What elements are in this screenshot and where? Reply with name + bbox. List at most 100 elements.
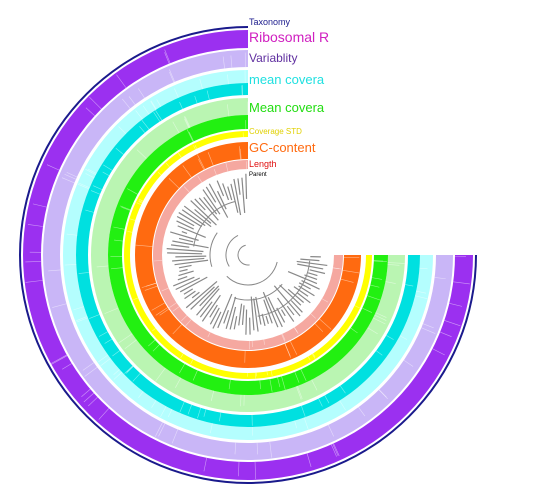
ring-spike (78, 272, 89, 274)
ring-spike (358, 406, 366, 417)
ring-spike (405, 284, 414, 287)
ring-spike (228, 379, 231, 390)
ring-spike (203, 409, 207, 417)
ring-spike (415, 295, 428, 299)
ring-spike (321, 298, 329, 303)
ring-spike (135, 110, 143, 120)
ring-spike (171, 429, 179, 444)
ring-spike (188, 131, 194, 142)
ring-spike (307, 356, 311, 361)
ring-spike (66, 233, 78, 236)
ring-spike (183, 116, 190, 128)
ring-spike (181, 315, 188, 322)
ring-spike (297, 385, 303, 400)
ring-spike (234, 442, 237, 455)
ring-spike (115, 148, 124, 155)
ring-spike (310, 313, 316, 319)
ring-spike (157, 171, 162, 176)
ring-spike (135, 244, 153, 247)
branch (280, 309, 286, 317)
ring-spike (158, 423, 166, 437)
branch (263, 299, 273, 324)
branch (241, 305, 245, 325)
ring-spike (373, 260, 387, 262)
ring-spike (127, 188, 138, 195)
ring-spike (152, 328, 156, 332)
ring-spike (193, 145, 196, 150)
branch-arc (193, 201, 236, 247)
ring-spike (151, 302, 165, 311)
ring-spike (76, 316, 88, 321)
branch (191, 291, 200, 299)
ring-spike (102, 171, 110, 176)
ring-spike (155, 367, 166, 382)
ring-spike (318, 398, 323, 407)
ring-spike (138, 201, 143, 204)
layer-label: Parent (249, 172, 267, 178)
label-panel (248, 16, 334, 181)
ring-spike (210, 390, 215, 402)
branch (273, 285, 301, 317)
ring-spike (62, 363, 72, 370)
ring-spike (219, 412, 222, 422)
ring-spike (342, 270, 360, 274)
ring-spike (376, 350, 383, 356)
ring-spike (403, 359, 414, 367)
branch (190, 200, 217, 226)
tree (166, 173, 328, 335)
branch (293, 286, 309, 297)
ring-spike (122, 98, 131, 109)
layer-label: Length (249, 159, 277, 169)
ring-spike (254, 461, 256, 480)
ring-spike (301, 405, 306, 417)
ring-spike (136, 202, 142, 206)
ring-spike (120, 205, 131, 211)
ring-spike (386, 335, 394, 340)
ring-spike (319, 318, 332, 330)
ring-spike (121, 206, 131, 211)
branch-arc (233, 283, 283, 301)
ring-spike (138, 200, 143, 203)
branch (198, 197, 219, 221)
ring-spike (141, 282, 157, 288)
ring-spike (32, 203, 47, 208)
branch (300, 258, 320, 262)
branch (209, 304, 218, 318)
ring-spike (169, 302, 177, 308)
ring-spike (186, 129, 194, 142)
branch (178, 270, 194, 277)
ring-spike (269, 379, 273, 392)
ring-spike (51, 355, 68, 365)
ring-spike (311, 379, 318, 391)
branch (190, 286, 215, 310)
ring-spike (184, 116, 191, 128)
ring-spike (96, 265, 109, 268)
ring-spike (266, 371, 268, 376)
ring-spike (227, 104, 230, 117)
branch (290, 300, 303, 313)
branch (176, 220, 194, 230)
branch (262, 291, 279, 328)
ring-spike (138, 391, 144, 398)
ring-spike (114, 239, 123, 242)
ring-spike (207, 152, 214, 166)
ring-spike (290, 341, 298, 355)
branch (233, 178, 242, 216)
ring-spike (432, 348, 445, 356)
branch (227, 186, 233, 201)
ring-spike (48, 269, 61, 272)
ring-spike (306, 453, 312, 467)
ring-spike (172, 324, 182, 335)
ring-spike (155, 307, 168, 316)
ring-spike (126, 365, 134, 373)
branch (237, 178, 241, 195)
ring-spike (312, 353, 316, 358)
ring-spike (207, 332, 211, 338)
ring-spike (277, 377, 281, 388)
ring-spike (81, 388, 91, 397)
ring-spike (27, 224, 44, 227)
ring-spike (194, 144, 198, 149)
branch (279, 284, 302, 306)
ring-spike (222, 56, 225, 69)
